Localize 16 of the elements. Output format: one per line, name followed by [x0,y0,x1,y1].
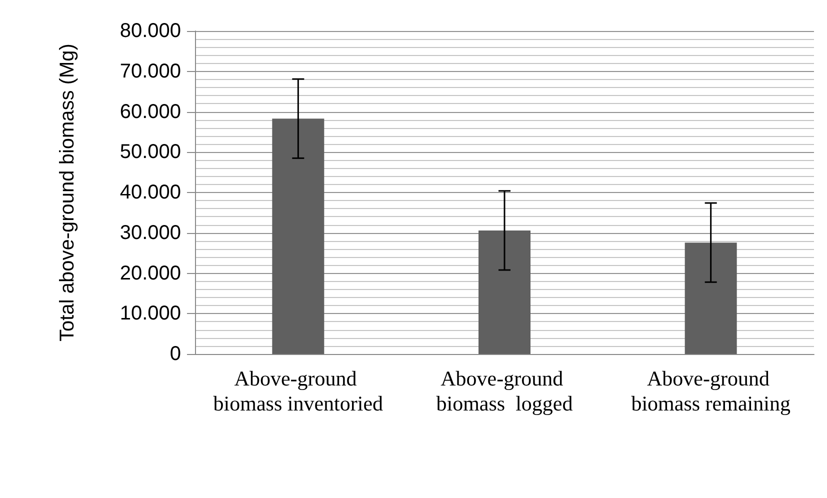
y-tick-label: 30.000 [120,222,181,244]
y-tick-label: 60.000 [120,100,181,123]
y-tick-label: 10.000 [120,302,181,325]
y-tick-label: 70.000 [120,60,181,82]
y-tick-label: 80.000 [120,20,181,42]
x-tick-label: Above-ground biomass logged [436,366,574,416]
bar [684,242,737,354]
y-tick-label: 40.000 [120,182,181,204]
y-tick-label: 0 [170,343,181,365]
bar [478,230,530,354]
y-tick-label: 20.000 [120,262,181,284]
bar [272,118,324,354]
x-tick-label: Above-ground biomass inventoried [213,366,384,416]
x-tick-label: Above-ground biomass remaining [631,366,791,416]
y-axis-title: Total above-ground biomass (Mg) [56,44,78,342]
y-tick-label: 50.000 [120,141,181,164]
